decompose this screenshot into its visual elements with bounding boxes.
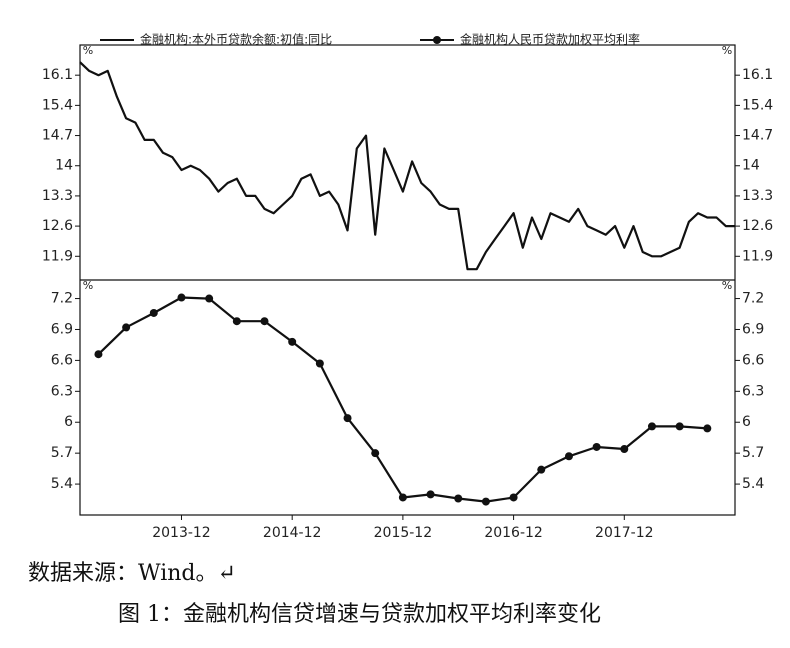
x-tick-label: 2016-12 xyxy=(484,525,543,541)
legend-label: 金融机构:本外币贷款余额:初值:同比 xyxy=(140,32,332,47)
y2-unit: % xyxy=(722,279,732,292)
y-tick-label: 5.7 xyxy=(51,445,73,461)
point xyxy=(592,442,601,451)
y-tick-label: 11.9 xyxy=(42,248,73,264)
y2-tick-label: 6.3 xyxy=(742,383,764,399)
chart: 金融机构:本外币贷款余额:初值:同比 金融机构人民币贷款加权平均利率% % 11.9 1… xyxy=(42,32,773,542)
point xyxy=(260,317,269,326)
x-tick-label: 2013-12 xyxy=(152,525,211,541)
point xyxy=(149,308,158,317)
x-tick-label: 2015-12 xyxy=(374,525,433,541)
y2-tick-label: 14 xyxy=(742,158,760,174)
y-tick-label: 7.2 xyxy=(51,291,73,307)
point xyxy=(205,294,214,303)
source: 数据来源：Wind。↵ xyxy=(28,561,236,586)
point xyxy=(343,414,352,423)
caption: 图 1：金融机构信贷增速与贷款加权平均利率变化 xyxy=(118,602,601,627)
y2-tick-label: 6.6 xyxy=(742,352,764,368)
y2-tick-label: 13.3 xyxy=(742,188,773,204)
y2-tick-label: 6 xyxy=(742,414,751,430)
y-tick-label: 15.4 xyxy=(42,97,73,113)
y-tick-label: 16.1 xyxy=(42,67,73,83)
point xyxy=(564,452,573,461)
point xyxy=(315,359,324,368)
point xyxy=(454,494,463,503)
y2-tick-label: 12.6 xyxy=(742,218,773,234)
y2-tick-label: 16.1 xyxy=(742,67,773,83)
y-tick-label: 6.6 xyxy=(51,352,73,368)
y2-tick-label: 7.2 xyxy=(742,291,764,307)
y-unit: % xyxy=(83,44,93,57)
point xyxy=(122,323,131,332)
point xyxy=(509,493,518,502)
series-line xyxy=(79,61,735,271)
y2-tick-label: 11.9 xyxy=(742,248,773,264)
point xyxy=(94,350,103,359)
y-tick-label: 14 xyxy=(55,158,73,174)
x-tick-label: 2014-12 xyxy=(263,525,322,541)
legend-marker xyxy=(433,36,441,44)
x-tick-label: 2017-12 xyxy=(595,525,654,541)
point xyxy=(398,493,407,502)
point xyxy=(647,422,656,431)
point xyxy=(481,497,490,506)
point xyxy=(232,317,241,326)
point xyxy=(620,445,629,454)
y2-tick-label: 5.4 xyxy=(742,476,764,492)
point xyxy=(371,449,380,458)
y2-tick-label: 15.4 xyxy=(742,97,773,113)
y2-tick-label: 14.7 xyxy=(742,128,773,144)
y-tick-label: 14.7 xyxy=(42,128,73,144)
y2-tick-label: 5.7 xyxy=(742,445,764,461)
y-tick-label: 6.3 xyxy=(51,383,73,399)
y2-unit: % xyxy=(722,44,732,57)
point xyxy=(703,424,712,433)
series-line xyxy=(97,296,708,503)
point xyxy=(675,422,684,431)
point xyxy=(426,490,435,499)
y2-tick-label: 6.9 xyxy=(742,321,764,337)
point xyxy=(537,465,546,474)
y-tick-label: 5.4 xyxy=(51,476,73,492)
legend-label: 金融机构人民币贷款加权平均利率 xyxy=(460,32,640,47)
y-tick-label: 6.9 xyxy=(51,321,73,337)
y-tick-label: 12.6 xyxy=(42,218,73,234)
y-tick-label: 13.3 xyxy=(42,188,73,204)
point xyxy=(288,337,297,346)
y-unit: % xyxy=(83,279,93,292)
point xyxy=(177,293,186,302)
y-tick-label: 6 xyxy=(64,414,73,430)
